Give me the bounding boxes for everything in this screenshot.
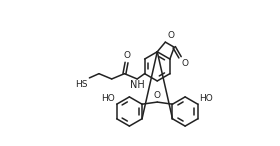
Text: O: O: [123, 51, 130, 60]
Text: O: O: [167, 31, 174, 40]
Text: NH: NH: [130, 80, 144, 89]
Text: HS: HS: [75, 80, 88, 88]
Text: HO: HO: [101, 94, 115, 103]
Text: O: O: [154, 91, 161, 100]
Text: HO: HO: [199, 94, 213, 103]
Text: O: O: [181, 59, 188, 68]
